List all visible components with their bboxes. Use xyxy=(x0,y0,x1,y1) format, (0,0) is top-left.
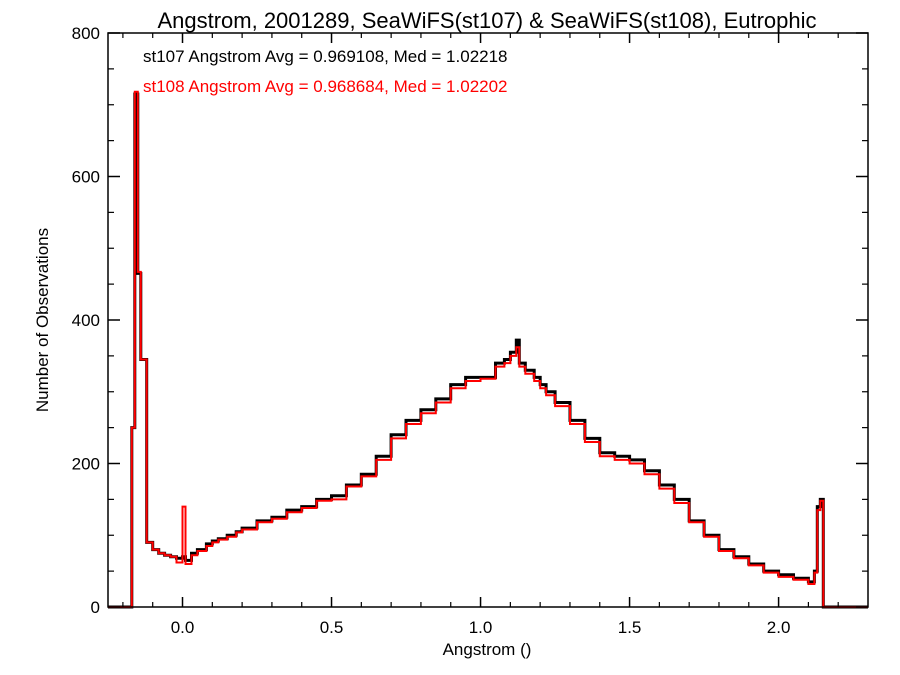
y-tick-label: 600 xyxy=(72,168,100,187)
y-axis-label: Number of Observations xyxy=(33,228,52,412)
x-tick-label: 2.0 xyxy=(767,618,791,637)
x-axis-label: Angstrom () xyxy=(443,640,532,659)
y-tick-label: 200 xyxy=(72,455,100,474)
x-tick-label: 0.5 xyxy=(320,618,344,637)
annotation-st107: st107 Angstrom Avg = 0.969108, Med = 1.0… xyxy=(143,47,508,66)
y-tick-label: 800 xyxy=(72,24,100,43)
axes: 0.0 0.5 1.0 1.5 2.0 0 200 400 600 800 xyxy=(72,24,868,637)
annotation-st108: st108 Angstrom Avg = 0.968684, Med = 1.0… xyxy=(143,77,508,96)
chart-title: Angstrom, 2001289, SeaWiFS(st107) & SeaW… xyxy=(157,8,816,33)
x-tick-label: 1.5 xyxy=(618,618,642,637)
x-tick-label: 0.0 xyxy=(171,618,195,637)
y-tick-label: 0 xyxy=(91,598,100,617)
series-line-st108 xyxy=(108,90,868,608)
x-tick-label: 1.0 xyxy=(469,618,493,637)
y-tick-label: 400 xyxy=(72,311,100,330)
plot-area xyxy=(108,90,868,609)
